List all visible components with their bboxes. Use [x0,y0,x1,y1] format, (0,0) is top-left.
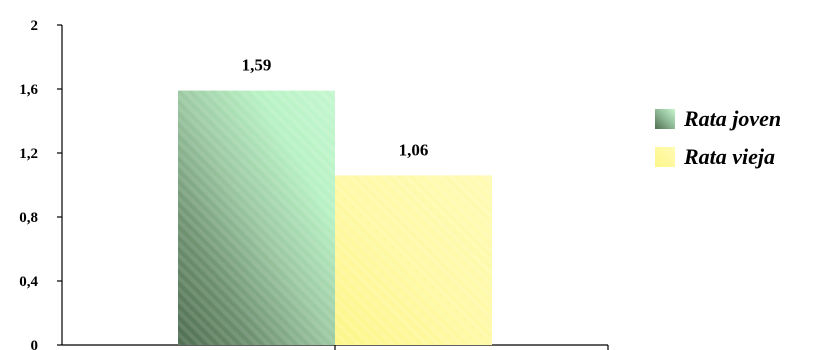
data-labels: 1,59 1,06 [242,56,429,160]
y-tick-label: 2 [31,18,39,34]
legend-swatch-rata-vieja [655,147,675,167]
bars [178,90,492,345]
legend: Rata joven Rata vieja [655,100,781,176]
data-label-rata-joven: 1,59 [242,56,272,75]
data-label-rata-vieja: 1,06 [399,140,429,159]
bar-texture [178,90,335,345]
legend-item-rata-vieja: Rata vieja [655,138,781,176]
bar-texture [335,175,492,345]
axes: 0 0,4 0,8 1,2 1,6 2 [19,18,609,350]
legend-label-rata-vieja: Rata vieja [684,144,776,169]
y-tick-label: 1,6 [19,82,38,98]
legend-item-rata-joven: Rata joven [655,100,781,138]
legend-label-rata-joven: Rata joven [684,106,782,131]
y-tick-label: 0,8 [19,210,38,226]
y-tick-label: 0,4 [19,274,38,290]
legend-swatch-rata-joven [655,109,675,129]
y-tick-label: 1,2 [19,146,38,162]
y-tick-label: 0 [31,338,39,350]
